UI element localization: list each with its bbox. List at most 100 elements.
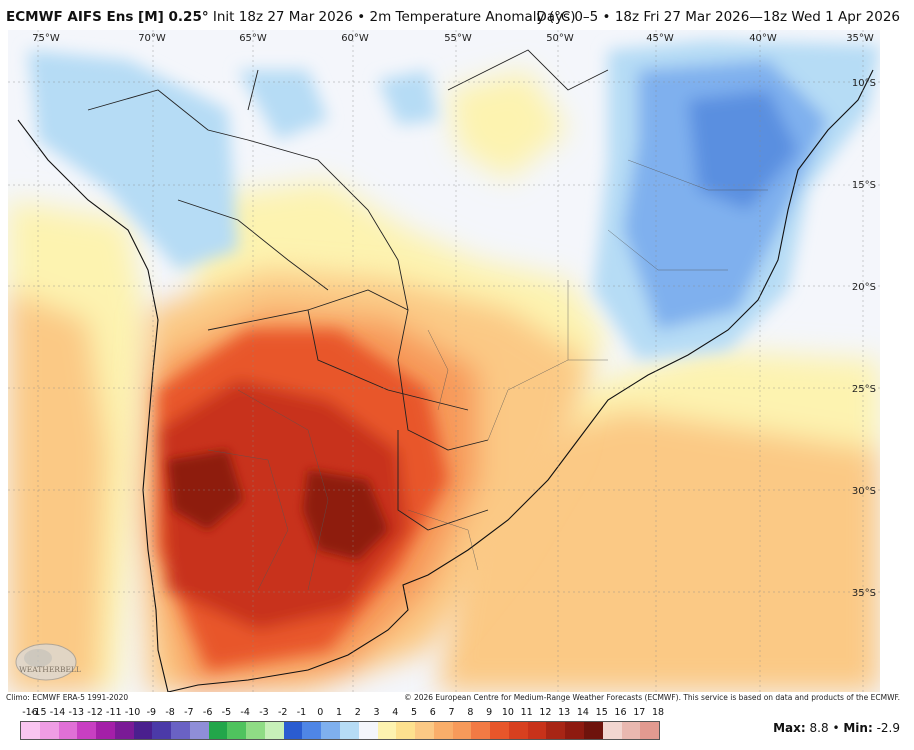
pacific-warm-field: [8, 200, 148, 692]
legend-tick-label: 9: [486, 707, 493, 718]
map-canvas: 75°W 70°W 65°W 60°W 55°W 50°W 45°W 40°W …: [8, 30, 880, 692]
legend-tick-label: 8: [467, 707, 474, 718]
legend-tick-label: 1: [335, 707, 343, 718]
legend-tick-label: -6: [202, 707, 213, 718]
legend-tick-label: 7: [448, 707, 455, 718]
field-name: 2m Temperature Anomaly (°C): [369, 9, 576, 25]
lat-label: 35°S: [852, 588, 876, 599]
legend-tick-label: 18: [651, 707, 665, 718]
legend-swatch: [302, 722, 322, 739]
legend-swatch: [171, 722, 190, 739]
legend-tick-label: 15: [595, 707, 608, 718]
max-label: Max:: [773, 721, 806, 735]
map-header: ECMWF AIFS Ens [M] 0.25° Init 18z 27 Mar…: [0, 0, 914, 30]
legend-swatch: [246, 722, 265, 739]
credits: Climo: ECMWF ERA-5 1991-2020 © 2026 Euro…: [0, 692, 914, 704]
legend-swatch: [490, 722, 509, 739]
legend-swatch: [283, 722, 303, 739]
state-borders: [207, 159, 768, 591]
legend-swatch: [21, 722, 40, 739]
legend-tick-label: 11: [520, 707, 533, 718]
country-borders: [87, 49, 609, 531]
legend-swatch: [546, 722, 566, 739]
legend-tick-label: -2: [277, 707, 288, 718]
legend-tick-label: -16: [22, 707, 38, 718]
model-name: ECMWF AIFS Ens [M] 0.25°: [6, 9, 209, 25]
legend-tick-label: 0: [317, 707, 324, 718]
legend-swatch: [621, 722, 641, 739]
legend-swatch: [208, 722, 228, 739]
temperature-anomaly-map[interactable]: 75°W 70°W 65°W 60°W 55°W 50°W 45°W 40°W …: [8, 30, 880, 692]
legend-tick-label: 10: [501, 707, 514, 718]
legend-swatch: [77, 722, 97, 739]
legend-tick-labels: -16 -15 -14 -13 -12 -11 -10 -9 -8 -7 -6 -5 -4 -3 -2 -1 0…: [0, 706, 914, 720]
legend-tick-label: 2: [354, 707, 361, 718]
lon-label: 35°W: [846, 33, 874, 44]
legend-swatch: [377, 722, 397, 739]
legend-tick-label: -10: [124, 707, 141, 718]
climo-credit: Climo: ECMWF ERA-5 1991-2020: [6, 693, 129, 702]
lon-label: 75°W: [32, 33, 60, 44]
legend-swatch: [264, 722, 284, 739]
legend-swatch: [96, 722, 115, 739]
legend-tick-label: 16: [614, 707, 627, 718]
legend-swatch: [189, 722, 209, 739]
legend-tick-label: -1: [296, 707, 307, 718]
legend-swatch: [508, 722, 528, 739]
legend-tick-label: 17: [633, 707, 646, 718]
legend-tick-label: 5: [411, 707, 418, 718]
lon-label: 70°W: [138, 33, 166, 44]
legend-swatch: [227, 722, 247, 739]
latitude-labels: 10°S 15°S 20°S 25°S 30°S 35°S: [852, 78, 876, 599]
legend-swatch: [471, 722, 491, 739]
legend-swatch: [58, 722, 78, 739]
legend-tick-label: -15: [30, 707, 47, 718]
legend-swatch: [527, 722, 547, 739]
lon-label: 50°W: [546, 33, 574, 44]
lon-label: 45°W: [646, 33, 674, 44]
legend-swatch: [415, 722, 434, 739]
lat-label: 15°S: [852, 180, 876, 191]
legend-swatch: [565, 722, 584, 739]
legend-swatch: [340, 722, 359, 739]
graticule: [8, 30, 880, 692]
lat-label: 30°S: [852, 486, 876, 497]
legend-color-bar: [20, 721, 660, 740]
longitude-labels: 75°W 70°W 65°W 60°W 55°W 50°W 45°W 40°W …: [32, 33, 874, 44]
map-title: ECMWF AIFS Ens [M] 0.25° Init 18z 27 Mar…: [6, 9, 576, 25]
legend-swatch: [583, 722, 603, 739]
legend-swatch: [358, 722, 378, 739]
legend-tick-label: -14: [49, 707, 66, 718]
legend-tick-label: -11: [106, 707, 122, 718]
init-time: Init 18z 27 Mar 2026: [212, 9, 353, 25]
cold-anomaly-region: [28, 40, 880, 360]
legend-tick-label: 13: [558, 707, 571, 718]
very-hot-anomaly-core: [168, 450, 388, 560]
max-value: 8.8: [809, 721, 829, 735]
legend-swatch: [152, 722, 172, 739]
legend-tick-label: -5: [221, 707, 232, 718]
legend-tick-label: -3: [259, 707, 269, 718]
ecmwf-credit: © 2026 European Centre for Medium-Range …: [404, 693, 900, 702]
legend-tick-label: 14: [576, 707, 589, 718]
legend-tick-label: 4: [392, 707, 399, 718]
legend-tick-label: -13: [68, 707, 85, 718]
lat-label: 20°S: [852, 282, 876, 293]
legend-tick-label: -4: [240, 707, 250, 718]
lon-label: 55°W: [444, 33, 472, 44]
weatherbell-logo: WEATHERBELL: [15, 643, 81, 681]
legend-tick-label: 3: [373, 707, 380, 718]
legend-swatch: [452, 722, 472, 739]
legend-swatch: [640, 722, 660, 739]
legend-tick-label: -8: [165, 707, 175, 718]
lon-label: 65°W: [239, 33, 267, 44]
legend-tick-label: -9: [146, 707, 157, 718]
legend-swatch: [396, 722, 416, 739]
legend-swatch: [39, 722, 59, 739]
title-separator: •: [357, 9, 366, 25]
color-legend: -16 -15 -14 -13 -12 -11 -10 -9 -8 -7 -6 -5 -4 -3 -2 -1 0…: [0, 706, 914, 750]
lon-label: 40°W: [749, 33, 777, 44]
valid-period: Days 0–5 • 18z Fri 27 Mar 2026—18z Wed 1…: [536, 9, 900, 25]
min-value: -2.9: [876, 721, 900, 735]
legend-swatch: [602, 722, 622, 739]
